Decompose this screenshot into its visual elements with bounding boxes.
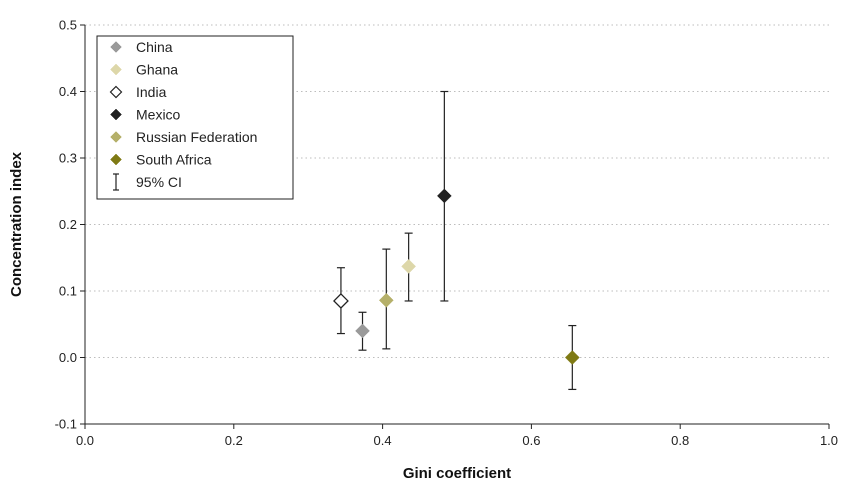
diamond-marker <box>378 292 394 308</box>
legend-marker <box>110 108 122 121</box>
point-china <box>355 311 370 351</box>
legend-item: Mexico <box>110 107 181 123</box>
point-russian-federation <box>378 248 394 350</box>
legend-item: South Africa <box>110 152 212 168</box>
legend-label: Russian Federation <box>136 129 257 145</box>
diamond-marker <box>401 259 416 274</box>
data-points <box>333 90 580 391</box>
y-tick-label: 0.3 <box>59 151 77 166</box>
legend-items: China Ghana India Mexico Russian Federation S… <box>109 39 257 191</box>
y-tick-label: 0.4 <box>59 84 77 99</box>
legend-label: India <box>136 84 167 100</box>
x-tick-label: 0.8 <box>671 433 689 448</box>
legend-label: China <box>136 39 173 55</box>
point-south-africa <box>564 324 580 391</box>
ci-legend-label: 95% CI <box>136 174 182 190</box>
axes <box>80 24 830 429</box>
legend-marker <box>110 131 122 143</box>
y-tick-label: 0.2 <box>59 217 77 232</box>
y-tick-label: -0.1 <box>55 417 77 432</box>
legend-marker <box>109 85 123 99</box>
legend-item: Russian Federation <box>110 129 257 145</box>
x-tick-labels: 0.0 0.2 0.4 0.6 0.8 1.0 <box>76 433 838 448</box>
diamond-marker <box>333 293 349 309</box>
legend: China Ghana India Mexico Russian Federation S… <box>96 35 294 200</box>
legend-item: India <box>109 84 167 100</box>
point-mexico <box>436 90 452 302</box>
y-axis-title: Concentration index <box>8 151 25 297</box>
point-india <box>333 267 349 335</box>
x-tick-label: 0.4 <box>374 433 392 448</box>
legend-box <box>96 35 294 200</box>
y-tick-label: 0.0 <box>59 350 77 365</box>
point-ghana <box>401 232 416 302</box>
x-tick-label: 0.6 <box>522 433 540 448</box>
legend-label: Ghana <box>136 62 178 78</box>
legend-item: China <box>110 39 173 55</box>
y-tick-label: 0.5 <box>59 18 77 33</box>
legend-item: Ghana <box>110 62 178 78</box>
x-tick-label: 0.0 <box>76 433 94 448</box>
legend-marker <box>110 41 122 53</box>
legend-marker <box>110 63 122 76</box>
diamond-marker <box>436 188 452 204</box>
legend-marker <box>110 153 122 166</box>
y-tick-labels: -0.1 0.0 0.1 0.2 0.3 0.4 0.5 <box>55 18 77 432</box>
x-tick-label: 1.0 <box>820 433 838 448</box>
diamond-marker <box>355 323 370 339</box>
x-axis-title: Gini coefficient <box>403 465 511 482</box>
legend-label: South Africa <box>136 152 212 168</box>
y-tick-label: 0.1 <box>59 284 77 299</box>
legend-label: Mexico <box>136 107 181 123</box>
x-tick-label: 0.2 <box>225 433 243 448</box>
diamond-marker <box>564 350 580 365</box>
legend-item-ci: 95% CI <box>113 173 182 191</box>
